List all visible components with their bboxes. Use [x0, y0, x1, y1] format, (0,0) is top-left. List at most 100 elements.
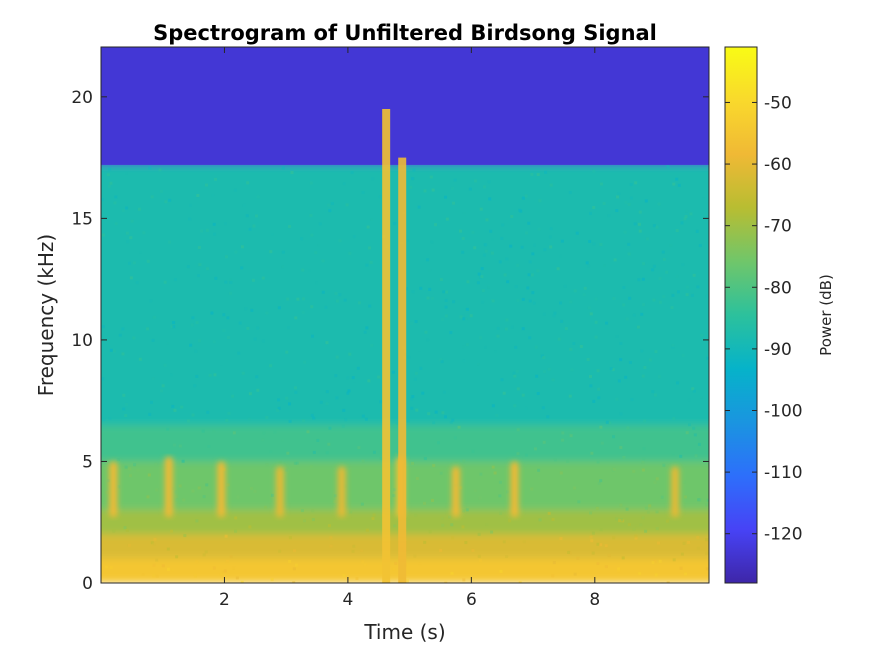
noise-speckle [619, 503, 623, 507]
noise-speckle [682, 541, 686, 545]
noise-speckle [132, 261, 136, 265]
noise-speckle [666, 165, 670, 169]
noise-speckle [113, 201, 117, 205]
noise-speckle [524, 453, 528, 457]
noise-speckle [638, 210, 642, 214]
noise-speckle [294, 390, 298, 394]
noise-speckle [699, 395, 703, 399]
noise-speckle [360, 502, 364, 506]
noise-speckle [166, 567, 170, 571]
noise-speckle [495, 413, 499, 417]
noise-speckle [201, 429, 205, 433]
noise-speckle [327, 203, 331, 207]
noise-speckle [121, 327, 125, 331]
noise-speckle [235, 576, 239, 580]
noise-speckle [252, 224, 256, 228]
noise-speckle [377, 375, 381, 379]
noise-speckle [654, 573, 658, 577]
noise-speckle [439, 358, 443, 362]
noise-speckle [112, 529, 116, 533]
noise-speckle [229, 555, 233, 559]
noise-speckle [499, 511, 503, 515]
noise-speckle [465, 307, 469, 311]
noise-speckle [687, 540, 691, 544]
noise-speckle [700, 333, 704, 337]
noise-speckle [368, 246, 372, 250]
noise-speckle [560, 239, 564, 243]
noise-speckle [560, 319, 564, 323]
noise-speckle [341, 424, 345, 428]
noise-speckle [477, 532, 481, 536]
noise-speckle [365, 263, 369, 267]
noise-speckle [372, 450, 376, 454]
noise-speckle [191, 413, 195, 417]
noise-speckle [152, 563, 156, 567]
noise-speckle [502, 391, 506, 395]
noise-speckle [477, 554, 481, 558]
noise-speckle [212, 566, 216, 570]
noise-speckle [675, 274, 679, 278]
noise-speckle [360, 549, 364, 553]
noise-speckle [622, 303, 626, 307]
noise-speckle [605, 321, 609, 325]
noise-speckle [107, 184, 111, 188]
noise-speckle [685, 431, 689, 435]
noise-speckle [695, 229, 699, 233]
colorbar-tick-label: -100 [764, 401, 803, 421]
noise-speckle [109, 348, 113, 352]
noise-speckle [706, 356, 709, 360]
noise-speckle [521, 297, 525, 301]
noise-speckle [538, 518, 542, 522]
noise-speckle [627, 242, 631, 246]
noise-speckle [191, 489, 195, 493]
noise-speckle [432, 464, 436, 468]
noise-speckle [680, 221, 684, 225]
noise-speckle [498, 480, 502, 484]
noise-speckle [482, 253, 486, 257]
noise-speckle [388, 363, 392, 367]
noise-speckle [378, 195, 382, 199]
noise-speckle [122, 407, 126, 411]
noise-speckle [207, 444, 211, 448]
noise-speckle [170, 529, 174, 533]
noise-speckle [445, 217, 449, 221]
noise-speckle [690, 293, 694, 297]
noise-speckle [392, 494, 396, 498]
noise-speckle [269, 364, 273, 368]
noise-speckle [393, 222, 397, 226]
noise-speckle [596, 460, 600, 464]
noise-speckle [229, 278, 233, 282]
noise-speckle [619, 341, 623, 345]
noise-speckle [569, 434, 573, 438]
noise-speckle [319, 400, 323, 404]
noise-speckle [501, 223, 505, 227]
noise-speckle [229, 281, 233, 285]
noise-speckle [391, 370, 395, 374]
noise-speckle [231, 394, 235, 398]
noise-speckle [123, 526, 127, 530]
noise-speckle [234, 529, 238, 533]
noise-speckle [441, 523, 445, 527]
noise-speckle [676, 381, 680, 385]
noise-speckle [136, 468, 140, 472]
noise-speckle [496, 326, 500, 330]
noise-speckle [204, 183, 208, 187]
noise-speckle [553, 458, 557, 462]
noise-speckle [533, 243, 537, 247]
noise-speckle [561, 438, 565, 442]
noise-speckle [615, 517, 619, 521]
bird-call [451, 466, 460, 518]
noise-speckle [363, 563, 367, 567]
noise-speckle [368, 304, 372, 308]
noise-speckle [219, 365, 223, 369]
noise-speckle [662, 295, 666, 299]
noise-speckle [573, 572, 577, 576]
bird-call [164, 456, 173, 518]
noise-speckle [684, 495, 688, 499]
noise-speckle [345, 203, 349, 207]
noise-speckle [624, 375, 628, 379]
noise-speckle [652, 224, 656, 228]
noise-speckle [525, 231, 529, 235]
noise-speckle [484, 243, 488, 247]
noise-speckle [428, 268, 432, 272]
